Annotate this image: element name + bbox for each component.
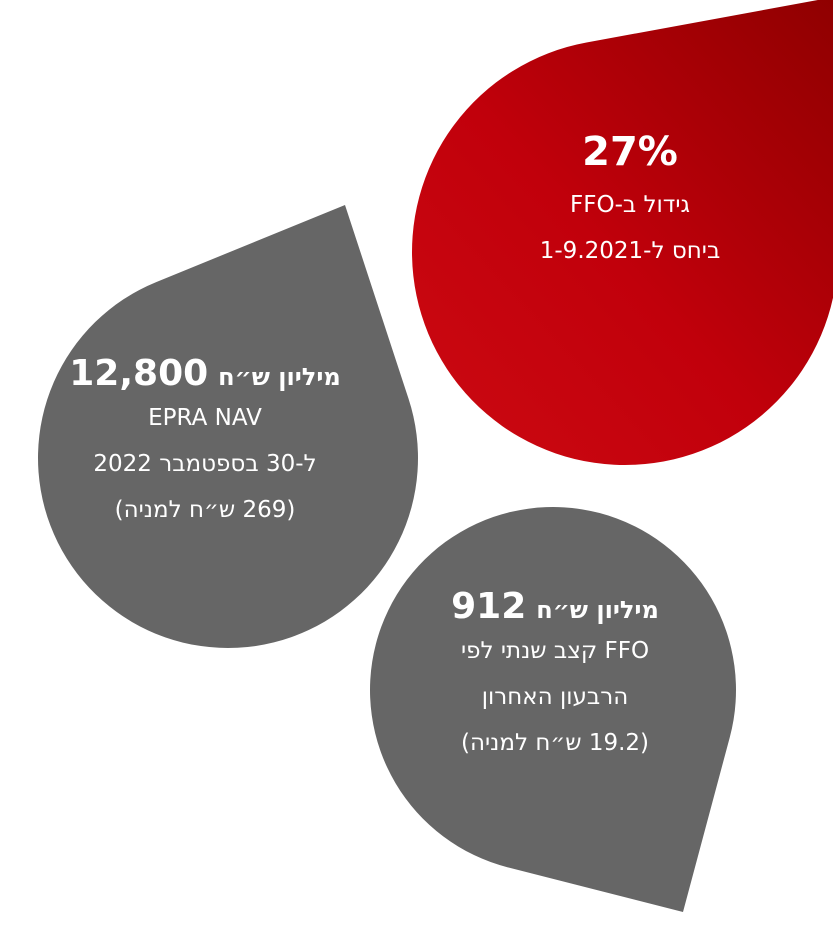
drop-text: מיליון ש״ח 12,800 EPRA NAV ל-30 בספטמבר 202…: [25, 352, 385, 533]
drop-line: (19.2 ש״ח למניה): [460, 730, 650, 757]
headline: מיליון ש״ח 12,800: [25, 352, 385, 395]
drop-text: מיליון ש״ח 912 FFO קצב שנתי לפי הרבעון האחר…: [375, 585, 735, 766]
drop-line: EPRA NAV: [148, 405, 262, 432]
drop-shape: [369, 507, 736, 912]
drop-line: גידול ב-FFO: [570, 192, 690, 218]
headline-unit: מיליון ש״ח: [218, 363, 341, 391]
drop-line: הרבעון האחרון: [481, 684, 629, 711]
drop-shape: [37, 205, 418, 649]
drop-text: 27% גידול ב-FFO ביחס ל-1-9.2021: [450, 128, 810, 274]
headline-unit: מיליון ש״ח: [536, 596, 659, 624]
headline-number: 27%: [582, 129, 678, 175]
headline: מיליון ש״ח 912: [375, 585, 735, 628]
drop-line: (269 ש״ח למניה): [114, 497, 296, 524]
drop-line: FFO קצב שנתי לפי: [460, 638, 650, 665]
drop-line: ביחס ל-1-9.2021: [539, 238, 721, 264]
drop-line: ל-30 בספטמבר 2022: [93, 451, 317, 478]
drop-shape: [412, 0, 833, 465]
headline-number: 912: [451, 586, 527, 627]
headline-number: 12,800: [69, 353, 209, 394]
